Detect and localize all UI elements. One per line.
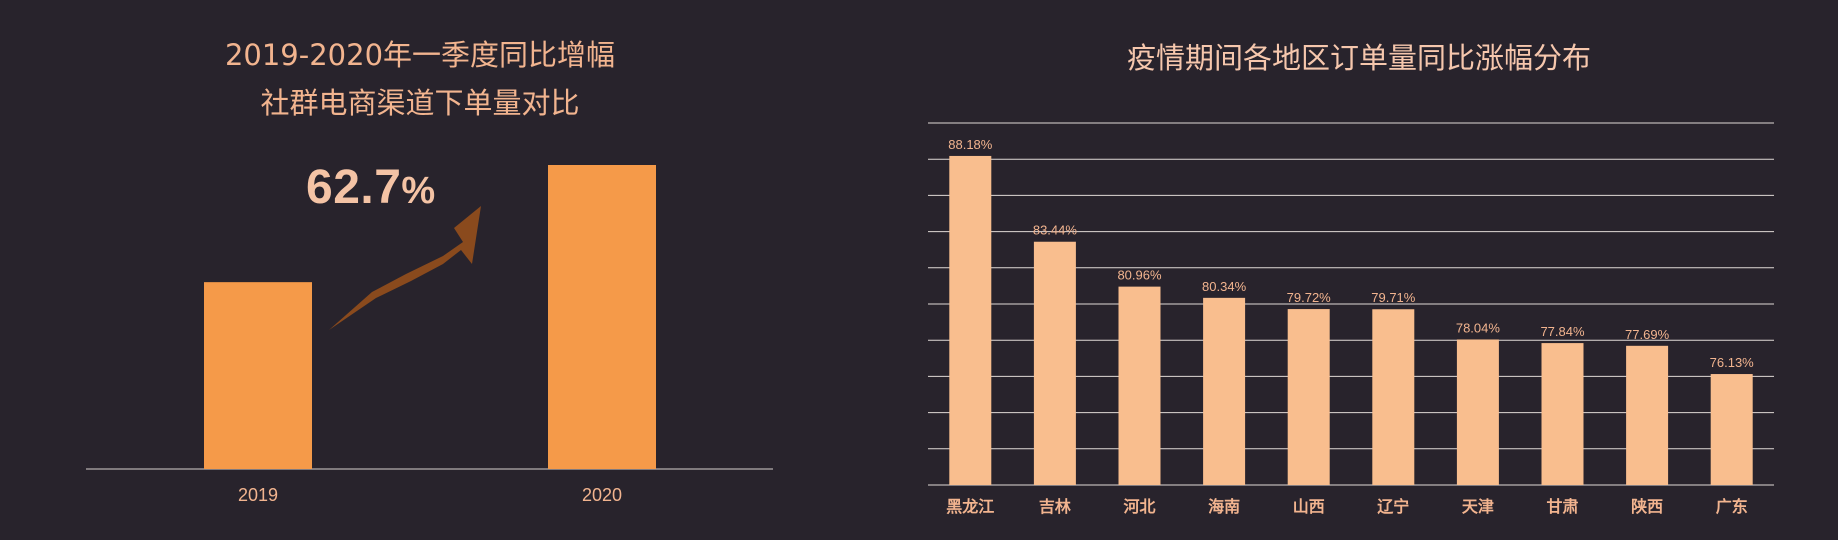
x-tick-label: 2020	[582, 485, 622, 505]
x-tick-label: 黑龙江	[946, 497, 994, 516]
regional-chart-title: 疫情期间各地区订单量同比涨幅分布	[1126, 41, 1591, 75]
x-tick-label: 海南	[1208, 497, 1240, 516]
growth-unit: %	[401, 170, 436, 212]
growth-arrow-icon	[329, 206, 481, 330]
yoy-growth-panel: 2019-2020年一季度同比增幅 社群电商渠道下单量对比 2019 2020 6…	[0, 0, 840, 540]
bar-2020	[548, 165, 656, 469]
x-tick-label: 天津	[1462, 498, 1494, 516]
data-label: 76.13%	[1710, 355, 1755, 370]
bar-甘肃	[1541, 343, 1584, 485]
chart-title-line1: 2019-2020年一季度同比增幅	[224, 38, 616, 72]
bar-山西	[1287, 309, 1330, 485]
bar-黑龙江	[949, 155, 992, 485]
data-label: 88.18%	[948, 137, 993, 152]
growth-percentage: 62.7%	[306, 160, 436, 215]
bar-group: 88.18% 黑龙江 83.44% 吉林 80.96% 河北 80.34% 海南 79.72% 山…	[946, 137, 1754, 516]
bar-广东	[1710, 374, 1753, 485]
x-tick-label: 甘肃	[1546, 498, 1578, 516]
data-label: 80.34%	[1202, 279, 1247, 294]
x-tick-label: 辽宁	[1377, 497, 1409, 516]
x-tick-label: 广东	[1716, 497, 1748, 516]
regional-bar-chart: 88.18% 黑龙江 83.44% 吉林 80.96% 河北 80.34% 海南 79.72% 山…	[928, 122, 1774, 516]
x-tick-label: 河北	[1123, 497, 1155, 516]
yoy-bar-chart: 2019 2020	[86, 165, 773, 505]
bar-吉林	[1033, 241, 1076, 485]
data-label: 78.04%	[1456, 320, 1501, 335]
x-tick-label: 陕西	[1631, 497, 1663, 516]
data-label: 77.69%	[1625, 327, 1670, 342]
data-label: 77.84%	[1540, 324, 1585, 339]
x-tick-label: 2019	[238, 485, 278, 505]
bar-河北	[1118, 286, 1161, 485]
regional-growth-panel: 疫情期间各地区订单量同比涨幅分布 88.18% 黑龙江 83.44% 吉林 80.96%…	[880, 0, 1838, 540]
data-label: 79.71%	[1371, 290, 1416, 305]
growth-value: 62.7	[306, 161, 402, 214]
x-tick-label: 山西	[1293, 498, 1325, 516]
bar-陕西	[1626, 345, 1669, 485]
data-label: 79.72%	[1287, 290, 1332, 305]
bar-天津	[1456, 339, 1499, 485]
x-tick-label: 吉林	[1039, 497, 1071, 516]
data-label: 80.96%	[1117, 268, 1162, 283]
bar-海南	[1203, 297, 1246, 485]
bar-2019	[204, 282, 312, 469]
chart-title-line2: 社群电商渠道下单量对比	[260, 86, 580, 120]
data-label: 83.44%	[1033, 223, 1078, 238]
bar-辽宁	[1372, 309, 1415, 485]
